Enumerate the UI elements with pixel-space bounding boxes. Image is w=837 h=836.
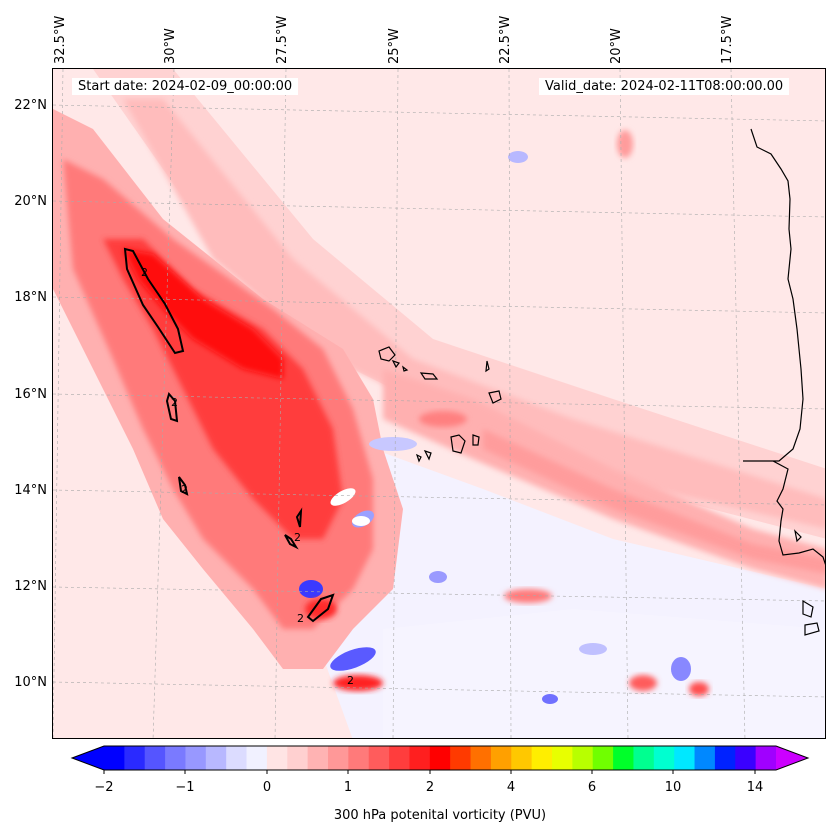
colorbar-segment [552, 746, 573, 770]
pv-negative-cell [508, 151, 528, 163]
pv-positive-cell [617, 130, 633, 158]
colorbar-tick-label: 10 [664, 780, 682, 795]
pv-positive-cell [504, 589, 552, 603]
colorbar-segment [144, 746, 166, 770]
colorbar-segment [348, 746, 370, 770]
pv-positive-cell [419, 411, 467, 427]
colorbar-segment [287, 746, 309, 770]
cape-verde-islands [378, 346, 502, 463]
colorbar-segment [104, 746, 125, 770]
colorbar-segment [674, 746, 696, 770]
colorbar-segment [266, 746, 288, 770]
colorbar-segment [124, 746, 146, 770]
pv-band-upper [93, 69, 825, 539]
colorbar-segment [490, 746, 512, 770]
pv-low-region-south [383, 609, 825, 738]
contour-label: 2 [181, 483, 188, 496]
pv-negative-cell [542, 694, 558, 704]
latitude-label-14n: 14°N [14, 483, 47, 498]
longitude-label-32-5w: 32.5°W [53, 15, 68, 64]
pv-tongue-core [123, 249, 283, 379]
longitude-label-25w: 25°W [387, 28, 402, 64]
colorbar-tick-label: 1 [343, 780, 353, 795]
latitude-label-20n: 20°N [14, 194, 47, 209]
latitude-label-10n: 10°N [14, 675, 47, 690]
pv-white-cell [330, 488, 356, 506]
colorbar-segment [368, 746, 390, 770]
colorbar-tick-label: −2 [94, 780, 114, 795]
pv-positive-cell [333, 675, 383, 691]
longitude-label-20w: 20°W [609, 28, 624, 64]
colorbar-extend-over [776, 746, 808, 770]
latitude-label-22n: 22°N [14, 98, 47, 113]
pv-band-lower-core [483, 429, 825, 574]
contour-label: 2 [297, 612, 304, 625]
colorbar-segment [307, 746, 329, 770]
colorbar-segment [735, 746, 757, 770]
colorbar-tick-label: −1 [175, 780, 195, 795]
colorbar-segment [755, 746, 777, 770]
pv-field-map: 2 2 2 2 2 2 [53, 69, 825, 738]
map-panel[interactable]: 2 2 2 2 2 2 [52, 68, 826, 739]
colorbar-segment [592, 746, 614, 770]
colorbar-outline [70, 745, 810, 771]
colorbar-segment [470, 746, 492, 770]
colorbar-tick-label: 2 [425, 780, 435, 795]
colorbar-extend-under [72, 746, 104, 770]
colorbar-tick-label: 4 [506, 780, 516, 795]
pv-2-contours [123, 247, 335, 623]
longitude-label-27-5w: 27.5°W [275, 15, 290, 64]
pv-negative-cell [429, 571, 447, 583]
longitude-label-22-5w: 22.5°W [498, 15, 513, 64]
pv-positive-cell [689, 682, 709, 696]
colorbar-segment [409, 746, 431, 770]
pv-negative-cell [330, 647, 376, 671]
colorbar-title: 300 hPa potenital vorticity (PVU) [333, 808, 547, 823]
pv-negative-cell [579, 643, 607, 655]
colorbar-tick-label: 6 [587, 780, 597, 795]
colorbar-segment [185, 746, 207, 770]
colorbar-segment [328, 746, 349, 770]
colorbar-segment [429, 746, 451, 770]
colorbar-segment [572, 746, 594, 770]
colorbar-segment [531, 746, 553, 770]
contour-label: 2 [294, 531, 301, 544]
graticule [53, 69, 825, 738]
latitude-label-12n: 12°N [14, 579, 47, 594]
contour-label: 2 [347, 674, 354, 687]
pv-negative-cell [671, 657, 691, 681]
colorbar-tick-label: 14 [746, 780, 764, 795]
colorbar-segment [226, 746, 248, 770]
colorbar-segment [653, 746, 675, 770]
contour-label: 2 [171, 396, 178, 409]
colorbar-segment [511, 746, 533, 770]
colorbar-segment [633, 746, 655, 770]
latitude-label-18n: 18°N [14, 290, 47, 305]
pv-positive-cell [629, 675, 657, 691]
colorbar-segment [694, 746, 716, 770]
colorbar-segment [389, 746, 410, 770]
colorbar-segment [714, 746, 736, 770]
longitude-label-30w: 30°W [163, 28, 178, 64]
latitude-label-16n: 16°N [14, 387, 47, 402]
colorbar-segment [450, 746, 472, 770]
start-date-label: Start date: 2024-02-09_00:00:00 [72, 78, 299, 95]
pv-2-contour-labels: 2 2 2 2 2 2 [141, 266, 354, 687]
contour-label: 2 [141, 266, 148, 279]
pv-band-upper-inner [123, 99, 825, 529]
pv-tongue-inner [103, 239, 343, 539]
colorbar-segment [613, 746, 634, 770]
colorbar-tick-label: 0 [262, 780, 272, 795]
pv-negative-cell [369, 437, 417, 451]
colorbar-segment [246, 746, 268, 770]
pv-white-cell [352, 516, 370, 526]
colorbar-segment [205, 746, 227, 770]
colorbar-segment [165, 746, 186, 770]
african-coastline [743, 128, 825, 636]
pv-negative-cell [299, 580, 323, 598]
longitude-label-17-5w: 17.5°W [720, 15, 735, 64]
valid-date-label: Valid_date: 2024-02-11T08:00:00.00 [539, 78, 790, 95]
